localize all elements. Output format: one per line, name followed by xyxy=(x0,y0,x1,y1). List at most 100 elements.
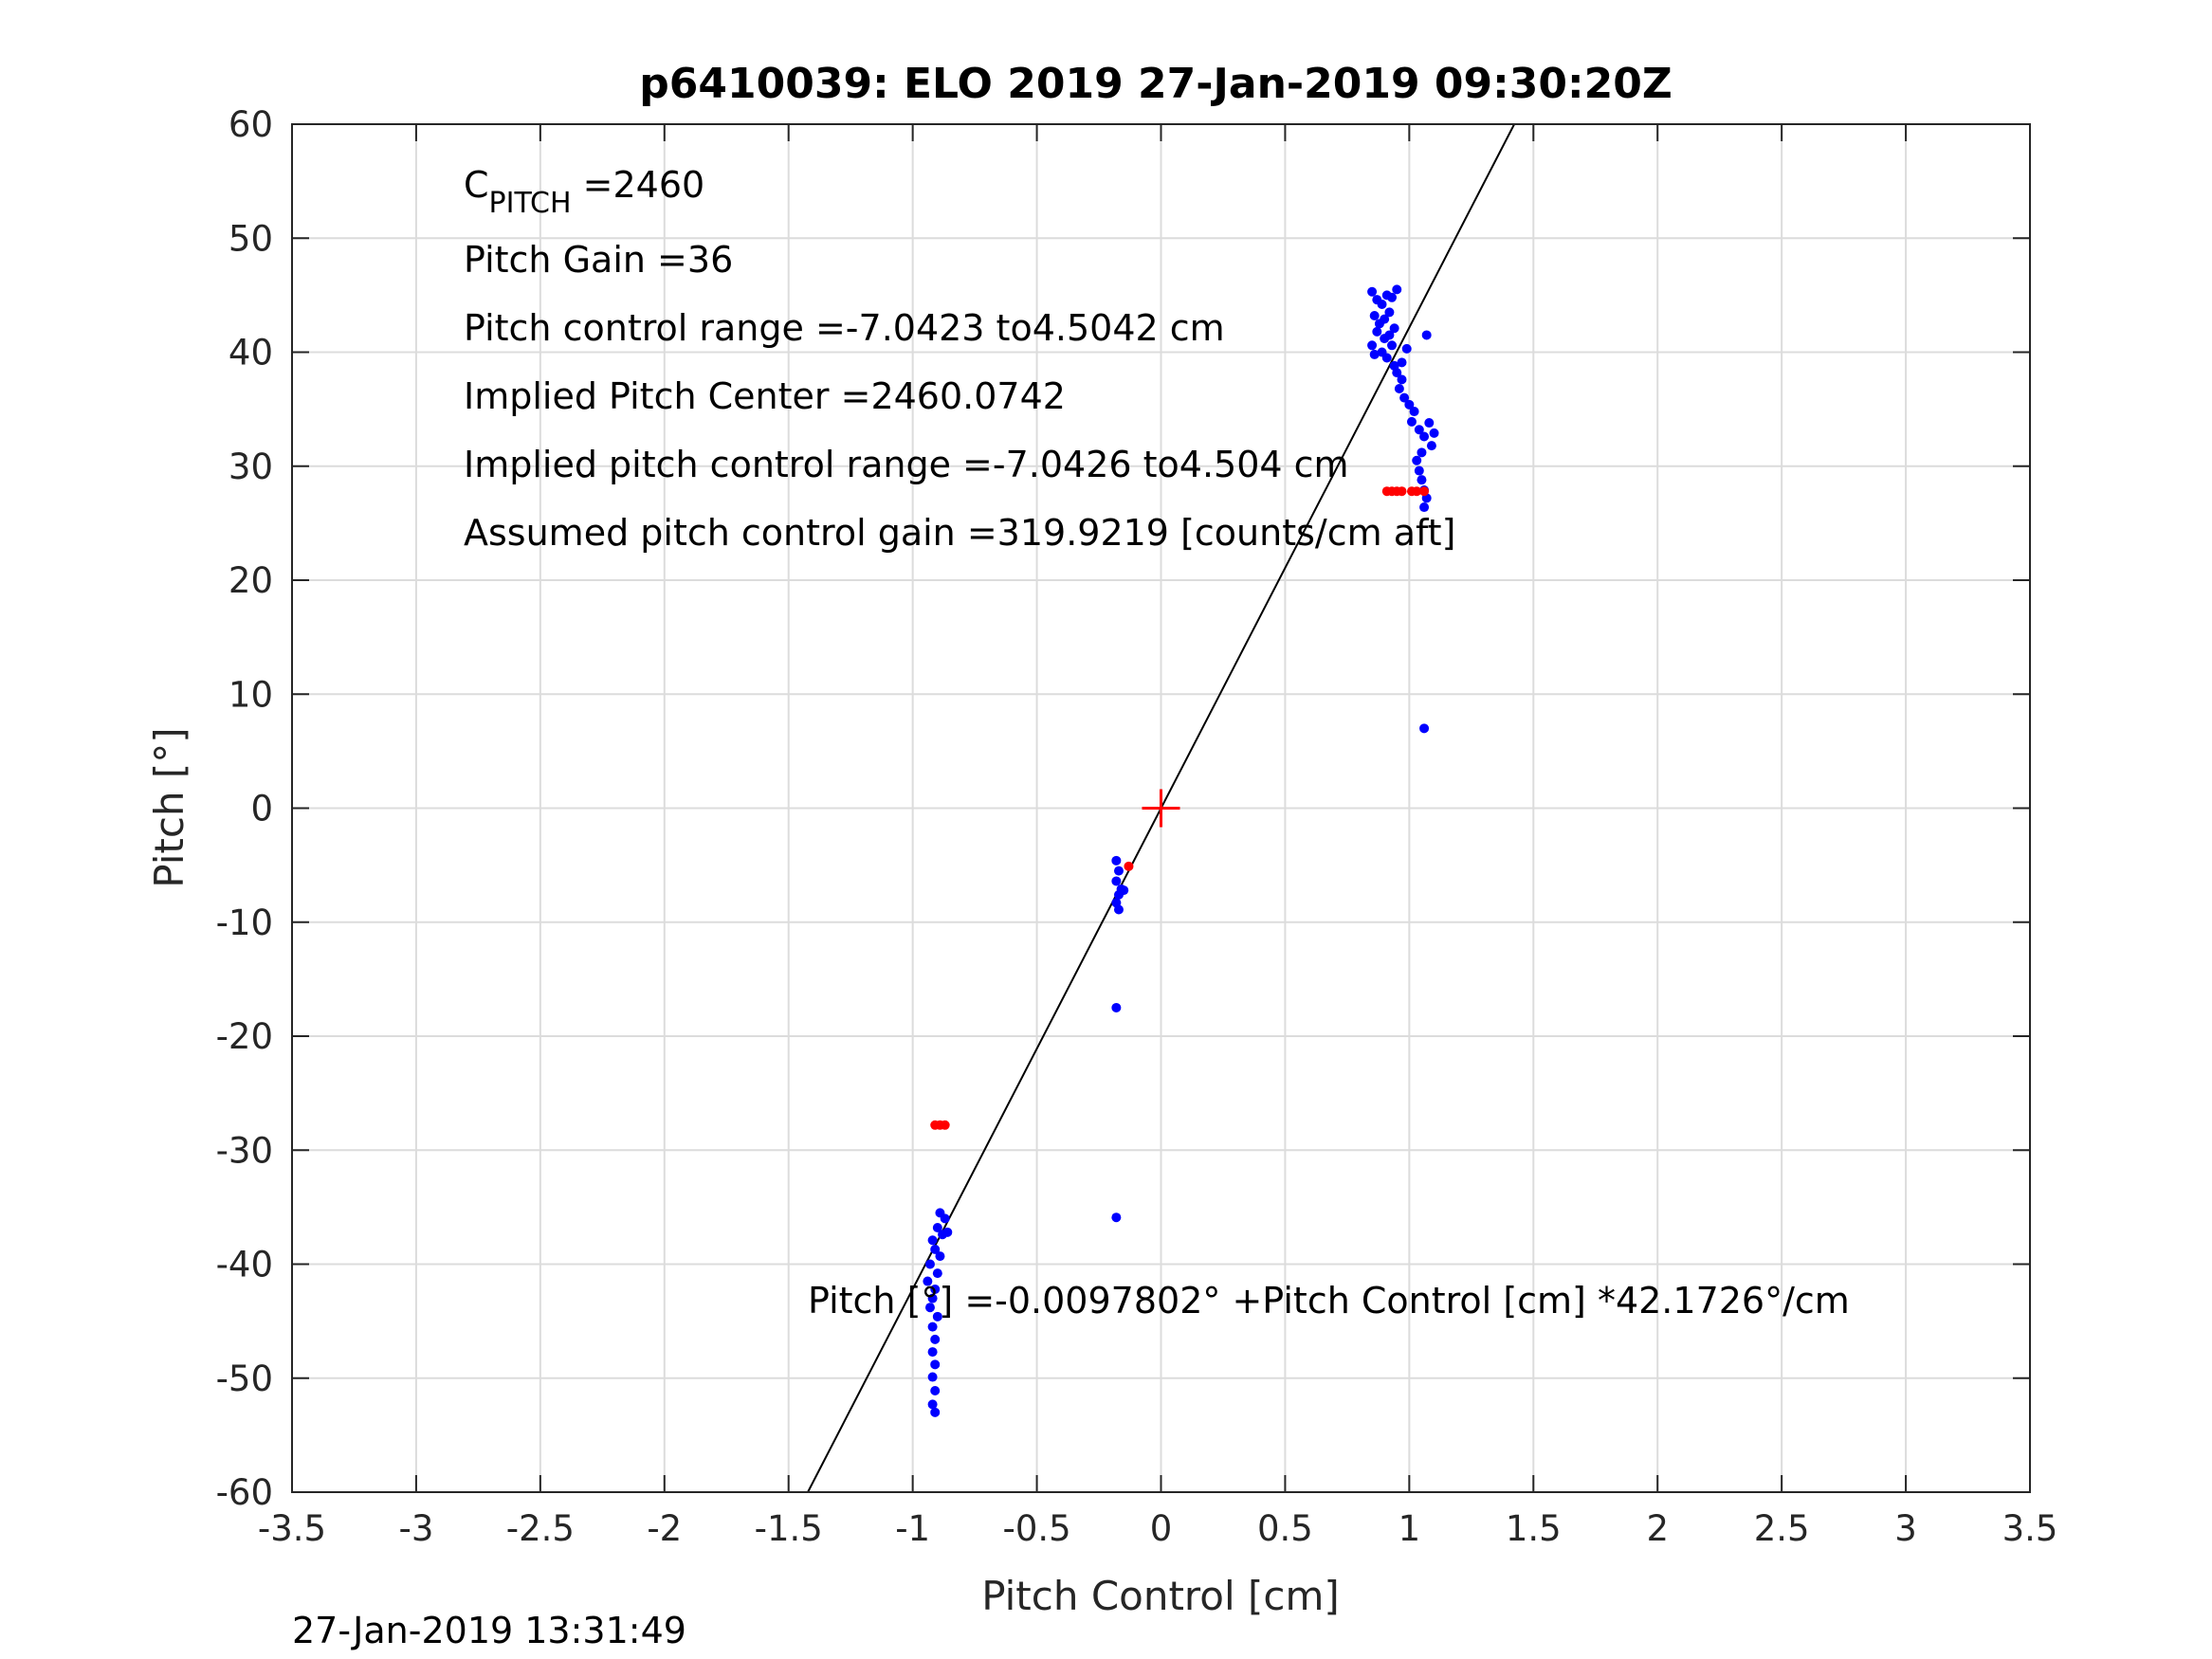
data-point xyxy=(930,1244,941,1254)
x-tick-labels: -3.5 -3 -2.5 -2 -1.5 -1 -0.5 0 0.5 1 1.5 2 2.5 3 3.5 xyxy=(258,1508,2058,1549)
annotations: CPITCH =2460 Pitch Gain =36 Pitch contro… xyxy=(464,164,1850,1322)
y-tick-label: 50 xyxy=(229,218,273,259)
data-point xyxy=(1399,392,1410,403)
data-point xyxy=(1406,416,1417,427)
data-point xyxy=(927,1399,938,1410)
y-tick-label: 60 xyxy=(229,104,273,145)
data-point xyxy=(1414,465,1424,476)
data-point xyxy=(930,1284,941,1294)
center-marker xyxy=(1142,789,1180,828)
data-point xyxy=(930,1407,941,1417)
x-tick-label: -2.5 xyxy=(506,1508,575,1549)
data-point xyxy=(1111,1212,1122,1223)
x-tick-label: 1 xyxy=(1398,1508,1421,1549)
data-point xyxy=(1417,447,1427,458)
y-tick-label: 30 xyxy=(229,447,273,487)
pitch-gain-annotation: Pitch Gain =36 xyxy=(464,239,733,281)
x-tick-label: 2.5 xyxy=(1754,1508,1810,1549)
data-point xyxy=(1394,383,1404,393)
series-2 xyxy=(930,486,1430,1130)
data-point xyxy=(927,1372,938,1382)
data-point xyxy=(940,1120,950,1130)
data-point xyxy=(1372,326,1382,337)
data-point xyxy=(1113,866,1124,876)
data-point xyxy=(935,1251,945,1262)
x-tick-label: 3 xyxy=(1894,1508,1917,1549)
data-point xyxy=(1417,475,1427,485)
pitch-control-range-annotation: Pitch control range =-7.0423 to4.5042 cm xyxy=(464,307,1225,349)
data-point xyxy=(1397,357,1407,368)
y-tick-label: -40 xyxy=(216,1245,273,1285)
plot-area xyxy=(291,123,2031,1493)
c-pitch-subscript: PITCH xyxy=(489,187,572,220)
data-point xyxy=(932,1223,942,1233)
y-axis-label: Pitch [°] xyxy=(146,727,192,887)
data-point xyxy=(1380,334,1390,344)
data-point xyxy=(1397,486,1407,497)
data-point xyxy=(1367,286,1378,297)
data-point xyxy=(1111,876,1122,886)
data-point xyxy=(1414,425,1424,435)
assumed-gain-annotation: Assumed pitch control gain =319.9219 [co… xyxy=(464,512,1455,554)
data-point xyxy=(1424,418,1435,428)
implied-center-annotation: Implied Pitch Center =2460.0742 xyxy=(464,375,1066,417)
data-point xyxy=(1401,343,1412,354)
y-tick-label: -30 xyxy=(216,1130,273,1171)
data-point xyxy=(927,1235,938,1246)
data-point xyxy=(1389,323,1399,334)
data-point xyxy=(1119,885,1129,896)
data-point xyxy=(1397,374,1407,385)
data-point xyxy=(1113,904,1124,915)
series-1 xyxy=(923,284,1439,1417)
x-tick-label: -0.5 xyxy=(1002,1508,1070,1549)
fit-equation-annotation: Pitch [°] =-0.0097802° +Pitch Control [c… xyxy=(808,1280,1850,1322)
data-point xyxy=(1392,284,1402,295)
data-point xyxy=(924,1303,935,1313)
data-point xyxy=(930,1359,941,1370)
data-point xyxy=(1419,486,1430,497)
data-point xyxy=(1381,353,1392,363)
footer-timestamp: 27-Jan-2019 13:31:49 xyxy=(292,1610,686,1651)
y-tick-label: -10 xyxy=(216,902,273,943)
y-tick-label: 20 xyxy=(229,560,273,601)
x-axis-label: Pitch Control [cm] xyxy=(981,1573,1340,1619)
y-tick-label: -50 xyxy=(216,1358,273,1399)
y-tick-label: 40 xyxy=(229,333,273,374)
data-point xyxy=(1369,311,1380,321)
data-point xyxy=(1419,502,1430,513)
chart-title: p6410039: ELO 2019 27-Jan-2019 09:30:20Z xyxy=(639,60,1672,108)
x-tick-label: -3.5 xyxy=(258,1508,326,1549)
data-point xyxy=(930,1385,941,1395)
y-tick-label: 0 xyxy=(250,789,273,830)
data-point xyxy=(1419,723,1430,734)
data-point xyxy=(1367,340,1378,351)
data-point xyxy=(1111,855,1122,866)
data-point xyxy=(1412,455,1422,465)
data-point xyxy=(1387,340,1398,351)
data-point xyxy=(1426,441,1436,451)
data-point xyxy=(1369,349,1380,359)
x-tick-label: -1.5 xyxy=(755,1508,823,1549)
c-pitch-symbol: C xyxy=(464,164,489,206)
x-tick-label: 2 xyxy=(1646,1508,1669,1549)
data-point xyxy=(1384,307,1395,318)
data-point xyxy=(923,1276,933,1286)
data-point xyxy=(1429,428,1439,438)
y-tick-label: -60 xyxy=(216,1472,273,1513)
y-tick-labels: -60 -50 -40 -30 -20 -10 0 10 20 30 40 50 60 xyxy=(216,104,273,1513)
data-point xyxy=(1409,407,1419,417)
x-tick-label: 0 xyxy=(1150,1508,1173,1549)
points-layer xyxy=(923,284,1439,1417)
x-tick-label: 1.5 xyxy=(1506,1508,1562,1549)
x-tick-label: -1 xyxy=(895,1508,930,1549)
data-point xyxy=(1404,399,1415,410)
data-point xyxy=(1421,330,1432,340)
data-point xyxy=(1111,1002,1122,1012)
data-point xyxy=(927,1293,938,1304)
data-point xyxy=(924,1259,935,1269)
data-point xyxy=(1412,486,1422,497)
y-tick-label: 10 xyxy=(229,674,273,715)
data-point xyxy=(1419,431,1430,442)
axes-box xyxy=(291,123,2031,1493)
